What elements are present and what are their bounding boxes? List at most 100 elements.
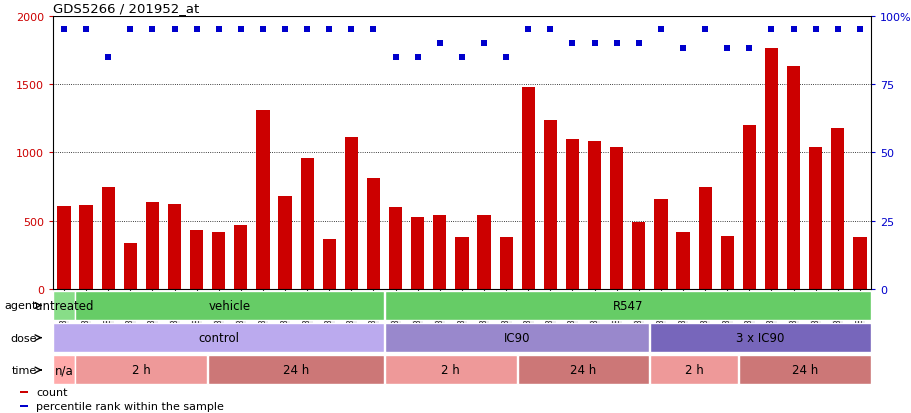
Bar	[698, 187, 711, 290]
Point	[189, 27, 204, 33]
Bar	[517, 356, 649, 385]
Bar	[631, 223, 645, 290]
Bar	[384, 323, 649, 352]
Point	[785, 27, 800, 33]
Point	[211, 27, 226, 33]
Text: control: control	[198, 331, 239, 344]
Bar	[808, 147, 822, 290]
Point	[807, 27, 822, 33]
Text: IC90: IC90	[504, 331, 530, 344]
Bar	[830, 128, 844, 290]
Point	[476, 40, 491, 47]
Point	[300, 27, 314, 33]
Bar	[786, 67, 799, 290]
Text: percentile rank within the sample: percentile rank within the sample	[36, 401, 224, 411]
Bar	[57, 206, 70, 290]
Point	[101, 54, 116, 61]
Bar	[742, 126, 755, 290]
Bar	[53, 291, 75, 320]
Text: count: count	[36, 387, 67, 397]
Point	[763, 27, 778, 33]
Point	[675, 46, 690, 52]
Point	[255, 27, 270, 33]
Bar	[384, 291, 870, 320]
Bar	[344, 138, 358, 290]
Text: 24 h: 24 h	[791, 363, 817, 377]
Point	[343, 27, 358, 33]
Bar	[322, 239, 335, 290]
Bar	[433, 216, 446, 290]
Point	[498, 54, 513, 61]
Bar	[388, 208, 402, 290]
Bar	[76, 356, 207, 385]
Point	[653, 27, 668, 33]
Bar	[650, 356, 737, 385]
Text: untreated: untreated	[35, 299, 93, 312]
Bar	[499, 237, 512, 290]
Point	[432, 40, 446, 47]
Text: agent: agent	[5, 301, 36, 311]
Point	[410, 54, 425, 61]
Bar	[676, 232, 689, 290]
Point	[388, 54, 403, 61]
Bar	[455, 237, 468, 290]
Bar	[53, 356, 75, 385]
Text: 24 h: 24 h	[282, 363, 309, 377]
Text: 2 h: 2 h	[132, 363, 150, 377]
Bar	[411, 217, 424, 290]
Bar	[76, 291, 384, 320]
Bar	[101, 187, 115, 290]
Point	[322, 27, 336, 33]
Text: R547: R547	[612, 299, 642, 312]
Bar	[189, 231, 203, 290]
Bar	[234, 225, 247, 290]
Text: time: time	[12, 365, 36, 375]
Point	[719, 46, 733, 52]
Point	[697, 27, 711, 33]
Point	[366, 27, 381, 33]
Text: vehicle: vehicle	[209, 299, 251, 312]
Text: 3 x IC90: 3 x IC90	[735, 331, 783, 344]
Point	[742, 46, 756, 52]
Bar	[521, 88, 535, 290]
Bar	[588, 142, 600, 290]
Bar	[20, 392, 27, 393]
Point	[852, 27, 866, 33]
Point	[278, 27, 292, 33]
Bar	[720, 236, 733, 290]
Bar	[565, 139, 578, 290]
Point	[830, 27, 844, 33]
Bar	[146, 202, 159, 290]
Bar	[738, 356, 870, 385]
Text: 2 h: 2 h	[441, 363, 460, 377]
Bar	[278, 197, 292, 290]
Point	[630, 40, 645, 47]
Bar	[20, 406, 27, 407]
Point	[167, 27, 181, 33]
Point	[587, 40, 601, 47]
Bar	[476, 216, 490, 290]
Bar	[653, 199, 667, 290]
Point	[455, 54, 469, 61]
Bar	[764, 49, 777, 290]
Text: dose: dose	[10, 333, 36, 343]
Point	[78, 27, 93, 33]
Bar	[124, 243, 137, 290]
Bar	[384, 356, 517, 385]
Bar	[256, 111, 270, 290]
Bar	[609, 147, 622, 290]
Point	[520, 27, 535, 33]
Point	[609, 40, 623, 47]
Point	[233, 27, 248, 33]
Bar	[208, 356, 384, 385]
Point	[542, 27, 557, 33]
Text: GDS5266 / 201952_at: GDS5266 / 201952_at	[53, 2, 199, 15]
Bar	[853, 237, 865, 290]
Bar	[168, 205, 181, 290]
Point	[565, 40, 579, 47]
Bar	[650, 323, 870, 352]
Bar	[301, 159, 313, 290]
Bar	[53, 323, 384, 352]
Bar	[79, 206, 93, 290]
Point	[56, 27, 71, 33]
